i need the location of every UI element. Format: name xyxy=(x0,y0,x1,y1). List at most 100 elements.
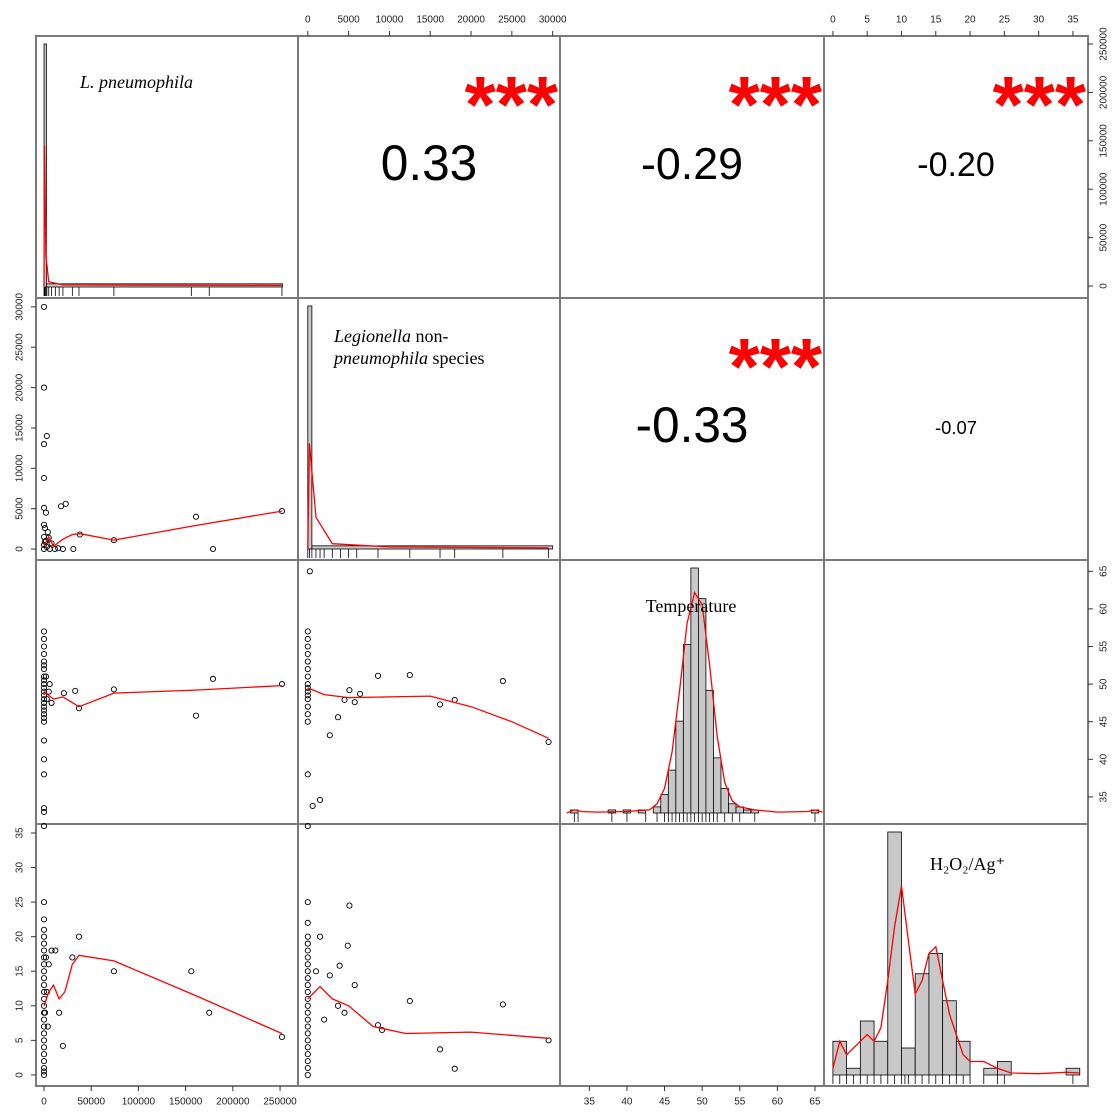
histogram-bar xyxy=(652,806,662,814)
scatter-point xyxy=(206,1009,213,1016)
scatter-point xyxy=(75,933,83,940)
scatter-point xyxy=(341,696,348,703)
scatter-point xyxy=(40,662,48,669)
scatter-point xyxy=(69,954,76,961)
y-tick-label: 20000 xyxy=(15,373,26,401)
scatter-point xyxy=(40,1051,48,1058)
scatter-point xyxy=(406,997,413,1005)
scatter-point xyxy=(40,1002,48,1009)
scatter-point xyxy=(346,902,353,909)
histogram-bar xyxy=(955,1040,971,1076)
scatter-point xyxy=(304,1030,311,1037)
scatter-point xyxy=(304,947,311,954)
scatter-point xyxy=(304,982,311,989)
x-tick-label: 5 xyxy=(864,15,870,26)
scatter-point xyxy=(59,1042,66,1049)
label-segment: species xyxy=(428,348,484,368)
scatter-point xyxy=(304,673,311,680)
scatter-point xyxy=(436,1046,444,1053)
scatter-point xyxy=(379,1026,386,1034)
scatter-point xyxy=(304,1009,311,1016)
scatter-point xyxy=(110,968,117,975)
y-tick-label: 150000 xyxy=(1099,124,1110,158)
scatter-point xyxy=(278,681,285,688)
density-line xyxy=(307,443,549,550)
scatter-point xyxy=(351,982,358,989)
label-segment: L. pneumophila xyxy=(79,72,193,92)
scatter-point xyxy=(304,940,311,947)
histogram-bar xyxy=(859,1020,875,1076)
scatter-point xyxy=(209,675,217,682)
y-tick-label: 5000 xyxy=(15,497,26,520)
scatter-point xyxy=(40,823,48,830)
correlation-label: -0.07 xyxy=(935,417,977,438)
scatter-point xyxy=(304,975,311,982)
x-tick-label: 15000 xyxy=(416,15,444,26)
scatter-point xyxy=(40,899,48,906)
scatter-point xyxy=(304,1016,311,1023)
scatter-point xyxy=(356,690,364,697)
y-tick-label: 60 xyxy=(1099,603,1110,615)
scatter-point xyxy=(304,1023,311,1030)
scatter-point xyxy=(306,568,313,575)
scatter-point xyxy=(304,1037,311,1044)
correlation-label: -0.20 xyxy=(917,146,995,184)
scatter-point xyxy=(209,545,217,553)
x-tick-label: 5000 xyxy=(337,15,360,26)
scatter-point xyxy=(40,916,48,923)
smooth-line xyxy=(43,510,283,548)
histogram-bar xyxy=(682,644,692,814)
scatter-point xyxy=(51,545,58,553)
y-tick-label: 25 xyxy=(15,896,26,908)
scatter-point xyxy=(40,988,48,996)
scatter-point xyxy=(40,926,48,933)
y-tick-label: 30000 xyxy=(15,293,26,321)
scatter-point xyxy=(188,968,195,975)
x-tick-label: 40 xyxy=(621,1097,633,1108)
x-tick-label: 0 xyxy=(305,15,311,26)
histogram-bar xyxy=(1065,1067,1081,1076)
scatter-point xyxy=(304,628,311,635)
variable-label: pneumophila species xyxy=(332,348,484,368)
scatter-point xyxy=(41,524,49,532)
scatter-point xyxy=(321,1016,328,1023)
y-tick-label: 5 xyxy=(15,1037,26,1043)
scatter-point xyxy=(304,995,311,1002)
scatter-point xyxy=(304,643,311,650)
scatter-point xyxy=(40,1071,48,1078)
significance-stars: *** xyxy=(729,322,823,411)
scatter-point xyxy=(192,712,200,719)
y-tick-label: 10 xyxy=(15,1000,26,1012)
x-tick-label: 45 xyxy=(659,1097,671,1108)
x-tick-label: 150000 xyxy=(169,1097,203,1108)
x-tick-label: 15 xyxy=(930,15,942,26)
variable-label: Legionella non- xyxy=(333,326,449,346)
scatter-point xyxy=(72,687,79,694)
panel-frame xyxy=(297,559,561,825)
scatter-point xyxy=(499,678,506,685)
scatter-point xyxy=(304,703,311,710)
scatter-point xyxy=(40,707,48,714)
scatter-point xyxy=(304,711,311,718)
scatter-point xyxy=(62,500,69,507)
scatter-point xyxy=(40,933,48,940)
scatter-point xyxy=(40,666,48,673)
scatter-point xyxy=(499,1001,506,1008)
scatter-point xyxy=(43,432,50,440)
scatter-point xyxy=(40,692,48,699)
scatter-point xyxy=(304,692,311,699)
y-tick-label: 15 xyxy=(15,965,26,977)
histogram-bar xyxy=(667,769,677,814)
x-tick-label: 60 xyxy=(772,1097,784,1108)
scatter-point xyxy=(304,635,311,643)
scatter-point xyxy=(40,703,48,710)
histogram-bar xyxy=(901,1047,916,1076)
scatter-point xyxy=(334,1002,342,1009)
scatter-point xyxy=(326,972,333,979)
histogram-bar xyxy=(675,720,684,814)
scatter-point xyxy=(40,699,48,706)
scatter-point xyxy=(40,1044,48,1051)
scatter-point xyxy=(40,1068,48,1075)
scatter-point xyxy=(312,968,320,975)
